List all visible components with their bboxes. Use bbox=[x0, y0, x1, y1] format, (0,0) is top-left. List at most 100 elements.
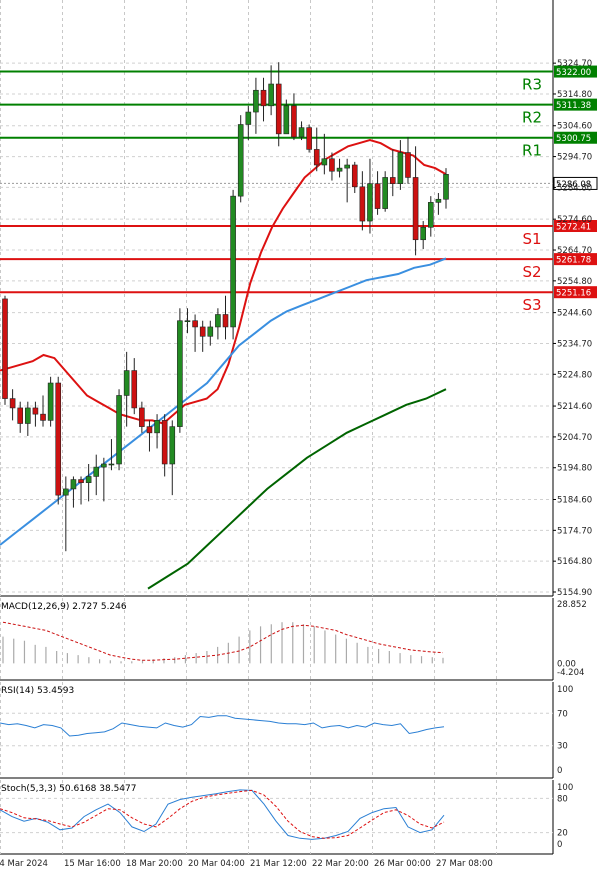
macd-tick: -4.204 bbox=[557, 668, 584, 678]
candle-body bbox=[47, 382, 54, 421]
ma-line-2 bbox=[147, 388, 447, 590]
x-tick-label: 27 Mar 08:00 bbox=[436, 859, 493, 869]
level-name-R1: R1 bbox=[522, 142, 542, 160]
stoch-line-0 bbox=[0, 789, 445, 840]
candle-body bbox=[382, 177, 388, 209]
candle-body bbox=[237, 124, 244, 197]
x-tick-label: 26 Mar 00:00 bbox=[374, 859, 431, 869]
candle-body bbox=[78, 479, 84, 483]
y-tick-label: 5154.90 bbox=[557, 588, 592, 598]
y-tick-label: 5244.60 bbox=[557, 309, 592, 319]
y-tick-label: 5234.70 bbox=[557, 339, 592, 349]
current-price-badge bbox=[553, 176, 598, 190]
stoch-tick: 20 bbox=[557, 829, 568, 839]
candle-body bbox=[420, 226, 426, 241]
level-badge-S2 bbox=[554, 253, 597, 266]
candle-body bbox=[268, 83, 274, 107]
y-tick-label: 5294.70 bbox=[557, 153, 592, 163]
candle-body bbox=[116, 395, 122, 465]
level-badge-R2 bbox=[554, 98, 597, 111]
y-tick-label: 5274.60 bbox=[557, 215, 592, 225]
candle-body bbox=[306, 127, 312, 150]
macd-tick: 28.852 bbox=[557, 600, 587, 610]
candle-body bbox=[443, 174, 449, 200]
candle-body bbox=[405, 152, 411, 178]
rsi-tick: 100 bbox=[557, 685, 573, 695]
stoch-tick: 100 bbox=[557, 783, 573, 793]
x-tick-label: 18 Mar 20:00 bbox=[126, 859, 183, 869]
candle-body bbox=[199, 326, 206, 337]
y-tick-label: 5214.60 bbox=[557, 402, 592, 412]
candle-body bbox=[85, 476, 92, 483]
support-resistance-levels: 5322.00 R3 5311.38 R2 5300.75 R1 5272.41 S1 5261… bbox=[0, 65, 598, 314]
candle-body bbox=[291, 105, 297, 138]
y-tick-label: 5204.70 bbox=[557, 433, 592, 443]
candle-body bbox=[298, 127, 305, 138]
y-tick-label: 5254.80 bbox=[557, 277, 592, 287]
candle-body bbox=[101, 463, 107, 468]
level-badge-R3 bbox=[554, 65, 597, 78]
candle-body bbox=[207, 326, 214, 337]
candle-body bbox=[169, 426, 176, 465]
candle-body bbox=[397, 152, 404, 184]
level-name-R3: R3 bbox=[522, 76, 542, 94]
stoch-tick: 80 bbox=[557, 794, 568, 804]
rsi-label: RSI(14) 53.4593 bbox=[1, 686, 74, 696]
rsi-line bbox=[0, 715, 445, 737]
candle-body bbox=[275, 83, 282, 135]
candle-body bbox=[108, 463, 115, 466]
candle-body bbox=[184, 320, 191, 323]
stoch-label: Stoch(5,3,3) 50.6168 38.5477 bbox=[1, 784, 136, 794]
rsi-panel: 100 70 30 0 bbox=[0, 685, 573, 776]
candle-body bbox=[93, 466, 100, 477]
y-tick-label: 5174.70 bbox=[557, 526, 592, 536]
candle-body bbox=[367, 183, 373, 222]
x-tick-label: 21 Mar 12:00 bbox=[250, 859, 307, 869]
y-tick-label: 5164.80 bbox=[557, 557, 592, 567]
candle-body bbox=[2, 298, 8, 399]
candle-body bbox=[321, 158, 328, 166]
y-tick-label: 5324.70 bbox=[557, 59, 592, 69]
rsi-tick: 70 bbox=[557, 709, 568, 719]
candle-body bbox=[63, 488, 69, 496]
candle-body bbox=[123, 370, 130, 396]
candle-body bbox=[70, 479, 77, 490]
rsi-tick: 0 bbox=[557, 766, 562, 776]
level-badge-R1 bbox=[554, 131, 597, 144]
candle-body bbox=[177, 320, 183, 427]
candle-body bbox=[215, 314, 221, 328]
ma-line-1 bbox=[0, 257, 447, 546]
y-tick-label: 5184.60 bbox=[557, 495, 592, 505]
time-axis: 14 Mar 2024 15 Mar 16:00 18 Mar 20:00 20 Ma… bbox=[0, 859, 493, 869]
candle-body bbox=[17, 407, 24, 424]
candle-body bbox=[131, 370, 138, 409]
candle-body bbox=[336, 167, 343, 172]
candle-body bbox=[32, 407, 39, 415]
candle-body bbox=[351, 164, 358, 188]
macd-tick: 0.00 bbox=[557, 659, 576, 669]
macd-panel: 28.852 0.00-4.204 bbox=[2, 600, 587, 678]
rsi-tick: 30 bbox=[557, 742, 568, 752]
x-tick-label: 22 Mar 20:00 bbox=[312, 859, 369, 869]
candle-body bbox=[359, 186, 366, 222]
candle-body bbox=[154, 420, 160, 434]
candle-body bbox=[435, 198, 442, 203]
x-tick-label: 15 Mar 16:00 bbox=[64, 859, 121, 869]
level-name-S2: S2 bbox=[522, 263, 541, 281]
candlesticks bbox=[2, 62, 449, 552]
level-value-S3: 5251.16 bbox=[556, 289, 591, 299]
candle-body bbox=[283, 105, 290, 135]
current-price-value: 5286.08 bbox=[556, 180, 591, 190]
level-name-R2: R2 bbox=[522, 109, 542, 127]
level-name-S1: S1 bbox=[522, 230, 541, 248]
candle-body bbox=[253, 89, 259, 113]
candle-body bbox=[245, 111, 252, 125]
candle-body bbox=[40, 413, 46, 421]
y-tick-label: 5264.70 bbox=[557, 246, 592, 256]
macd-signal-line bbox=[2, 621, 444, 661]
candle-body bbox=[313, 149, 320, 166]
y-tick-label: 5304.60 bbox=[557, 122, 592, 132]
level-value-R1: 5300.75 bbox=[556, 134, 591, 144]
candle-body bbox=[192, 320, 198, 328]
